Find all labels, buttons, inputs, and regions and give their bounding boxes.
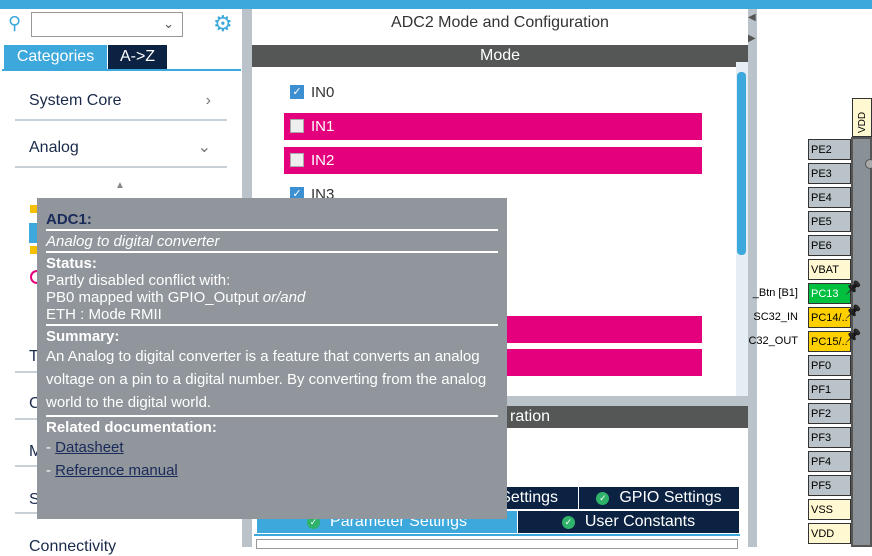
tooltip-title: ADC1: <box>46 211 92 228</box>
status-line: PB0 mapped with GPIO_Output or/and <box>46 289 498 306</box>
sort-icon[interactable]: ▲ <box>115 180 125 191</box>
tab-underline <box>254 534 740 536</box>
summary-text: An Analog to digital converter is a feat… <box>46 348 487 411</box>
pin-pe3[interactable]: PE3 <box>808 163 851 184</box>
check-circle-icon: ✓ <box>307 516 321 529</box>
category-label: System Core <box>29 92 122 109</box>
pin-pf3[interactable]: PF3 <box>808 427 851 448</box>
category-system-core[interactable]: System Core › <box>15 85 227 121</box>
pin1-marker <box>865 159 872 169</box>
tab-gpio-settings[interactable]: ✓ GPIO Settings <box>578 487 739 509</box>
pin-pf2[interactable]: PF2 <box>808 403 851 424</box>
settings-content <box>256 539 738 549</box>
pin-pc13[interactable]: PC13 <box>808 283 851 304</box>
pin-pf4[interactable]: PF4 <box>808 451 851 472</box>
tab-user-constants[interactable]: ✓ User Constants <box>517 511 739 533</box>
channel-label: IN2 <box>311 152 335 169</box>
pin-pe4[interactable]: PE4 <box>808 187 851 208</box>
checkbox-checked[interactable]: ✓ <box>290 85 304 99</box>
chevron-right-icon: › <box>205 92 211 109</box>
pin-label: VDD <box>857 111 868 133</box>
pin-vdd-top[interactable]: VDD <box>852 98 872 137</box>
pin-pf5[interactable]: PF5 <box>808 475 851 496</box>
gear-icon[interactable]: ⚙ <box>213 11 233 36</box>
pin-vss[interactable]: VSS <box>808 499 851 520</box>
category-partial[interactable]: C <box>29 395 41 412</box>
warning-icon <box>30 205 38 213</box>
reference-manual-link[interactable]: Reference manual <box>55 462 178 479</box>
check-circle-icon: ✓ <box>561 516 575 529</box>
panel-splitter[interactable]: ◀ ▶ <box>748 9 757 547</box>
category-analog[interactable]: Analog ⌄ <box>15 132 227 168</box>
channel-in2[interactable]: IN2 <box>284 147 702 174</box>
pin-vbat[interactable]: VBAT <box>808 259 851 280</box>
status-line: ETH : Mode RMII <box>46 306 162 323</box>
tab-label: GPIO Settings <box>619 489 722 506</box>
channel-in0[interactable]: ✓ IN0 <box>284 79 702 106</box>
pin-pc14[interactable]: PC14/.. <box>808 307 851 328</box>
mcu-chip <box>851 137 872 547</box>
docs-heading: Related documentation: <box>46 419 217 436</box>
mode-header: Mode <box>252 45 748 67</box>
scrollbar-thumb[interactable] <box>737 72 746 255</box>
category-label: Analog <box>29 139 79 156</box>
pushpin-icon: 📌 <box>845 328 862 343</box>
tooltip: ADC1: Analog to digital converter Status… <box>37 198 507 519</box>
pin-signal-label: SC32_IN <box>753 311 798 323</box>
checkbox[interactable] <box>290 119 304 133</box>
collapse-left-icon[interactable]: ◀ <box>748 12 756 23</box>
chevron-down-icon[interactable]: ⌄ <box>163 16 174 31</box>
channel-in1[interactable]: IN1 <box>284 113 702 140</box>
check-circle-icon: ✓ <box>596 492 610 505</box>
pushpin-icon: 📌 <box>845 304 862 319</box>
datasheet-link[interactable]: Datasheet <box>55 439 124 456</box>
category-partial[interactable]: T <box>29 348 39 365</box>
pin-pf1[interactable]: PF1 <box>808 379 851 400</box>
pin-pe5[interactable]: PE5 <box>808 211 851 232</box>
pushpin-icon: 📌 <box>845 280 862 295</box>
channel-label: IN0 <box>311 84 335 101</box>
pin-pf0[interactable]: PF0 <box>808 355 851 376</box>
tooltip-subtitle: Analog to digital converter <box>46 233 220 250</box>
pin-pe6[interactable]: PE6 <box>808 235 851 256</box>
status-line: Partly disabled conflict with: <box>46 272 231 289</box>
checkbox[interactable] <box>290 153 304 167</box>
warning-icon <box>30 246 38 254</box>
expand-right-icon[interactable]: ▶ <box>748 33 756 44</box>
pin-vdd[interactable]: VDD <box>808 523 851 544</box>
pin-pe2[interactable]: PE2 <box>808 139 851 160</box>
tab-label: User Constants <box>584 513 696 530</box>
tab-a-z[interactable]: A->Z <box>108 45 167 69</box>
top-bar <box>0 0 872 9</box>
summary-heading: Summary: <box>46 328 120 345</box>
search-input[interactable]: ⌄ <box>31 12 183 37</box>
conflict-icon <box>30 270 38 284</box>
search-icon[interactable]: ⚲ <box>8 13 22 33</box>
status-text: PB0 mapped with GPIO_Output <box>46 289 263 306</box>
tab-underline <box>2 69 241 71</box>
tab-label: Settings <box>500 489 558 506</box>
pin-pc15[interactable]: PC15/.. <box>808 331 851 352</box>
selected-item-marker <box>29 223 37 243</box>
pin-signal-label: _Btn [B1] <box>752 287 798 299</box>
status-text: or/and <box>262 289 306 306</box>
category-connectivity[interactable]: Connectivity <box>29 538 117 555</box>
category-partial[interactable]: S <box>29 491 40 508</box>
chevron-down-icon: ⌄ <box>197 139 211 156</box>
page-title: ADC2 Mode and Configuration <box>391 14 609 31</box>
pin-signal-label: C32_OUT <box>748 335 798 347</box>
tab-categories[interactable]: Categories <box>4 45 107 69</box>
status-heading: Status: <box>46 255 97 272</box>
channel-label: IN1 <box>311 118 335 135</box>
